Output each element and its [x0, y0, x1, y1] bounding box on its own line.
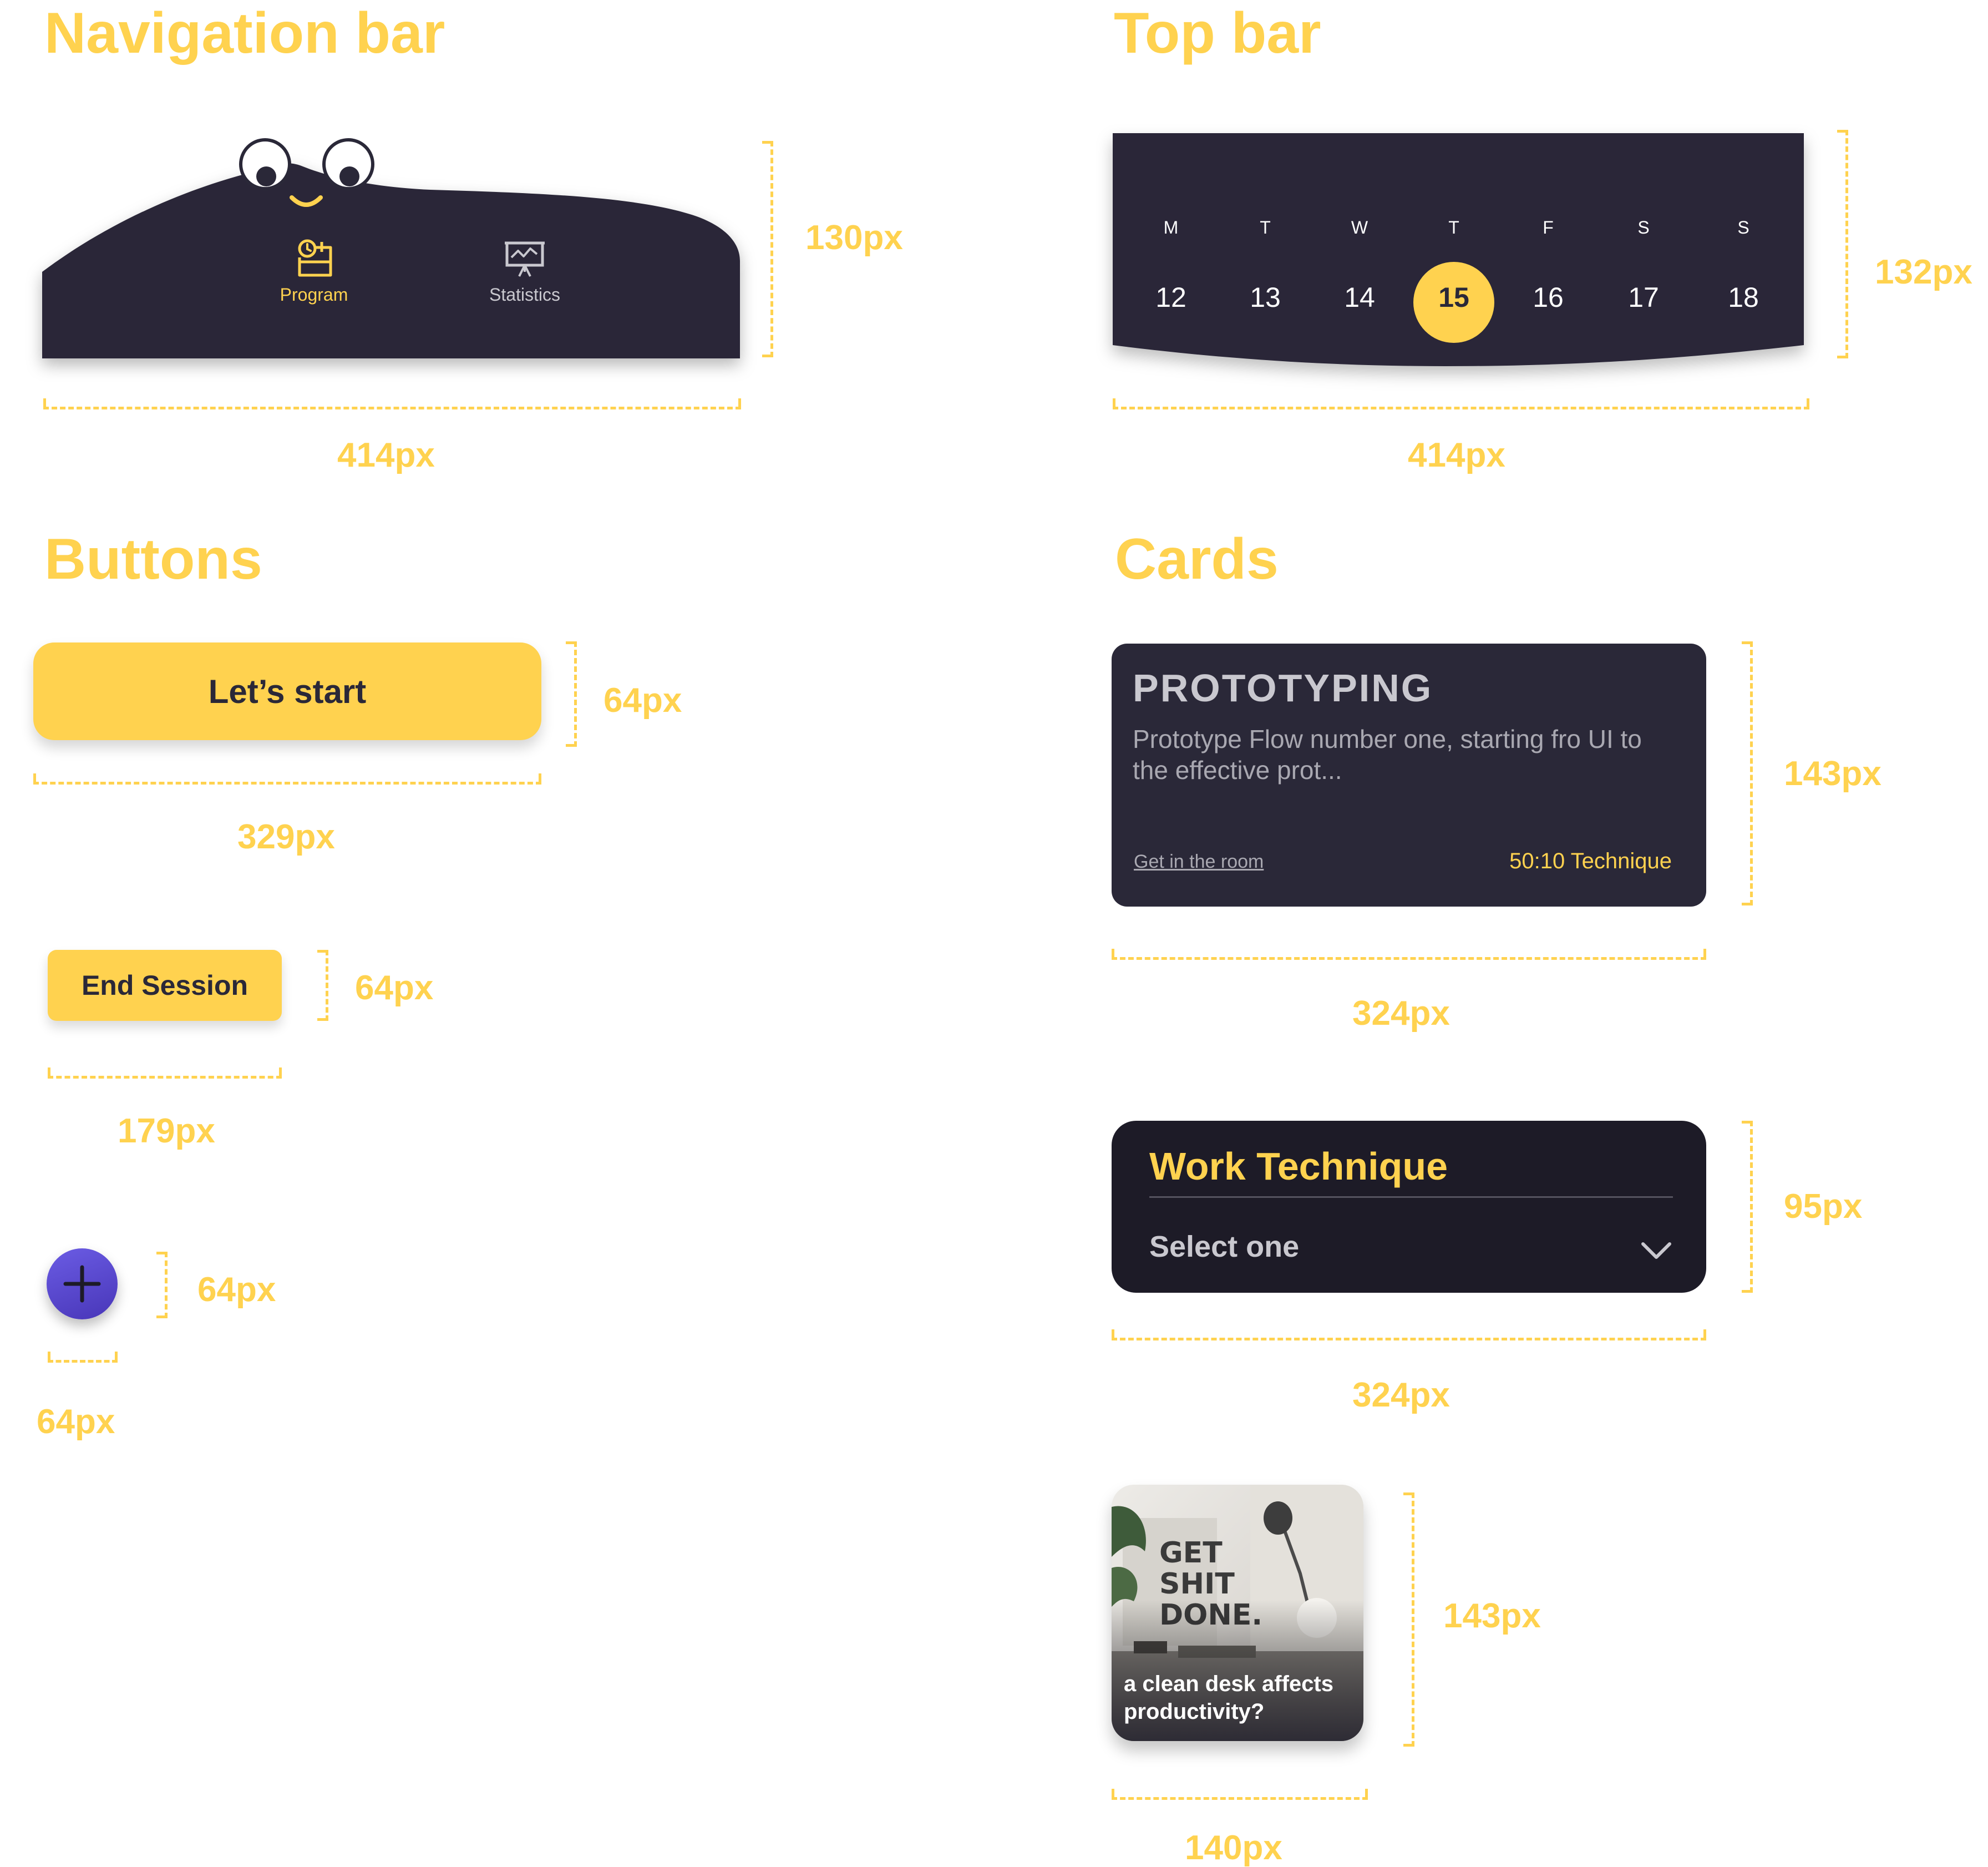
calendar-clock-icon	[298, 239, 332, 277]
day-wednesday[interactable]: W 14	[1318, 216, 1401, 314]
desk-photo: GET SHIT DONE.	[1112, 1485, 1363, 1741]
day-number: 14	[1344, 282, 1375, 313]
proto-card-height-label: 143px	[1784, 755, 1882, 793]
select-value: Select one	[1149, 1230, 1300, 1263]
card-description: Prototype Flow number one, starting fro …	[1133, 725, 1642, 785]
day-letter: W	[1351, 217, 1368, 237]
day-monday[interactable]: M 12	[1129, 216, 1213, 314]
primary-button-height-marker	[566, 641, 577, 747]
proto-card-height-marker	[1742, 641, 1753, 905]
day-number: 15	[1438, 282, 1469, 313]
prototyping-card[interactable]: PROTOTYPING Prototype Flow number one, s…	[1112, 644, 1706, 907]
nav-height-label: 130px	[805, 219, 903, 257]
topbar-width-marker	[1113, 398, 1809, 409]
image-card-width-label: 140px	[1185, 1829, 1282, 1867]
day-number: 12	[1155, 282, 1186, 313]
day-sunday[interactable]: S 18	[1702, 216, 1785, 314]
nav-item-statistics[interactable]: Statistics	[453, 235, 597, 305]
primary-button-width-label: 329px	[237, 818, 335, 856]
image-card-height-marker	[1403, 1492, 1414, 1747]
day-thursday-selected[interactable]: T 15	[1412, 216, 1495, 343]
end-session-button[interactable]: End Session	[48, 950, 282, 1021]
nav-width-marker	[43, 398, 741, 409]
day-letter: S	[1637, 217, 1650, 237]
day-number: 13	[1250, 282, 1281, 313]
select-label: Work Technique	[1149, 1145, 1448, 1188]
fab-height-marker	[156, 1252, 168, 1318]
left-eye	[239, 138, 291, 190]
select-card-width-marker	[1112, 1329, 1706, 1340]
nav-width-label: 414px	[337, 436, 435, 474]
proto-card-width-label: 324px	[1352, 994, 1450, 1033]
section-title-navigation-bar: Navigation bar	[44, 1, 445, 65]
day-friday[interactable]: F 16	[1507, 216, 1590, 314]
fab-width-label: 64px	[37, 1403, 115, 1441]
nav-height-marker	[762, 141, 773, 357]
nav-item-statistics-label: Statistics	[489, 285, 561, 305]
plus-icon	[63, 1265, 101, 1303]
add-fab-button[interactable]	[47, 1248, 118, 1319]
select-card-height-label: 95px	[1784, 1187, 1863, 1226]
end-button-width-label: 179px	[118, 1112, 215, 1150]
section-title-buttons: Buttons	[44, 527, 262, 591]
topbar-height-marker	[1837, 130, 1848, 358]
image-card-width-marker	[1112, 1789, 1368, 1800]
image-card-height-label: 143px	[1443, 1597, 1541, 1635]
select-divider	[1149, 1196, 1673, 1198]
selected-day-highlight	[1413, 262, 1494, 343]
day-number: 17	[1628, 282, 1659, 313]
section-title-top-bar: Top bar	[1114, 1, 1321, 65]
day-letter: S	[1737, 217, 1749, 237]
nav-item-program-label: Program	[280, 285, 348, 305]
topbar-width-label: 414px	[1408, 436, 1505, 474]
work-technique-select[interactable]: Work Technique Select one	[1112, 1121, 1706, 1293]
day-saturday[interactable]: S 17	[1602, 216, 1685, 314]
top-bar-calendar: M 12 T 13 W 14 T 15 F 16 S 17 S 18	[1113, 133, 1804, 377]
section-title-cards: Cards	[1115, 527, 1279, 591]
end-button-height-label: 64px	[355, 969, 434, 1007]
chevron-down-icon	[1641, 1242, 1671, 1259]
select-card-height-marker	[1742, 1121, 1753, 1293]
article-image-card[interactable]: GET SHIT DONE. a clean desk affects prod…	[1112, 1485, 1363, 1741]
left-pupil	[256, 166, 276, 186]
topbar-shape	[1113, 133, 1804, 366]
navigation-bar: Program Statistics	[42, 133, 740, 358]
lets-start-button[interactable]: Let’s start	[33, 642, 541, 740]
topbar-height-label: 132px	[1875, 253, 1972, 291]
day-letter: T	[1260, 217, 1271, 237]
day-letter: M	[1163, 217, 1179, 237]
image-card-caption: a clean desk affects productivity?	[1124, 1672, 1333, 1724]
navbar-shape	[42, 163, 740, 358]
fab-width-marker	[48, 1352, 118, 1363]
mascot-smile	[290, 195, 323, 207]
day-letter: T	[1448, 217, 1459, 237]
get-in-room-link[interactable]: Get in the room	[1134, 851, 1264, 872]
end-button-width-marker	[48, 1067, 282, 1079]
presentation-chart-icon	[505, 241, 545, 277]
primary-button-height-label: 64px	[604, 681, 682, 720]
day-number: 16	[1533, 282, 1564, 313]
fab-height-label: 64px	[197, 1271, 276, 1309]
day-tuesday[interactable]: T 13	[1224, 216, 1307, 314]
primary-button-width-marker	[33, 773, 541, 785]
right-pupil	[339, 166, 359, 186]
nav-item-program[interactable]: Program	[242, 235, 386, 305]
day-number: 18	[1728, 282, 1759, 313]
day-letter: F	[1543, 217, 1554, 237]
card-title: PROTOTYPING	[1133, 666, 1433, 710]
select-card-width-label: 324px	[1352, 1376, 1450, 1414]
proto-card-width-marker	[1112, 949, 1706, 960]
right-eye	[322, 138, 374, 190]
card-technique: 50:10 Technique	[1509, 849, 1672, 873]
mascot-face	[239, 138, 374, 207]
end-button-height-marker	[317, 950, 328, 1021]
